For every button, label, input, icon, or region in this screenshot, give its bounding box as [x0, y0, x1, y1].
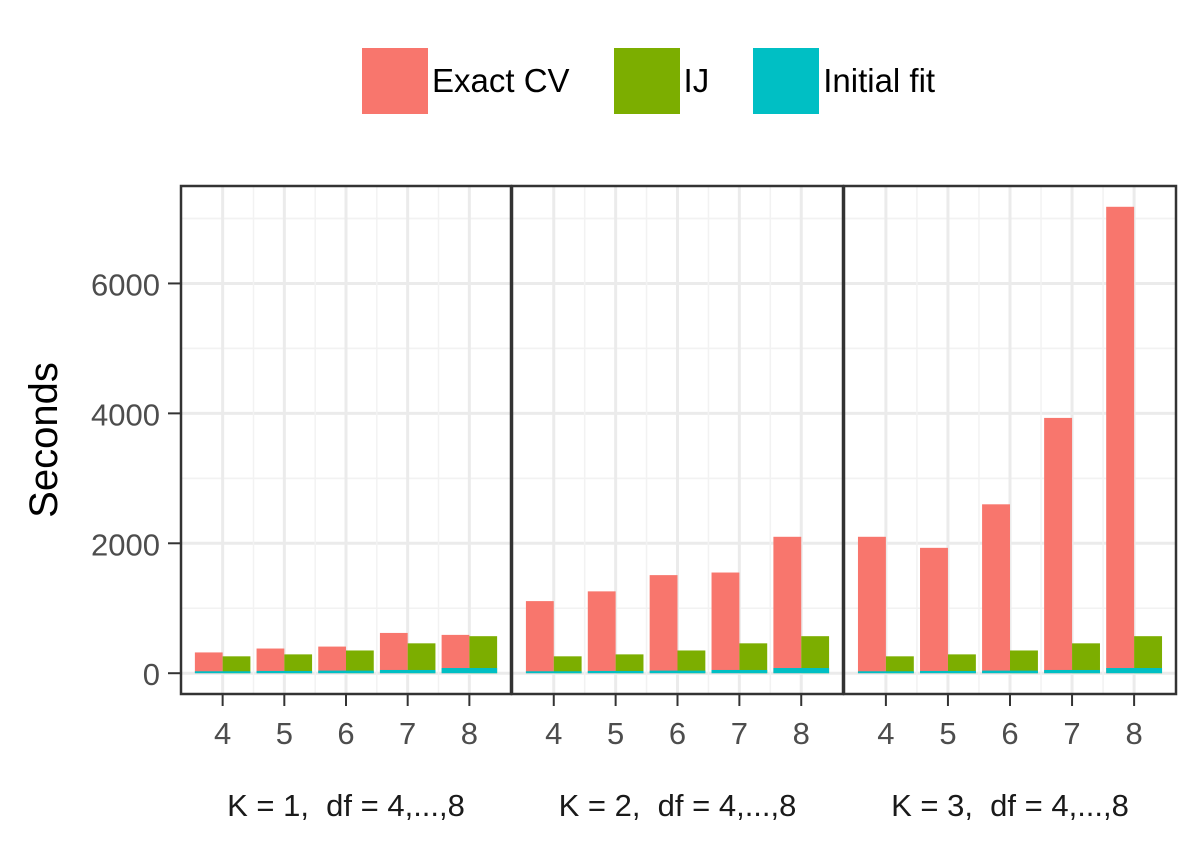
panel-label: K = 2, df = 4,...,8 [559, 788, 797, 823]
bar-exact-cv [920, 547, 948, 674]
bar-initial-fit [441, 668, 498, 674]
legend: Exact CV IJ Initial fit [362, 48, 979, 114]
bar-ij [677, 650, 706, 674]
legend-item-initial-fit: Initial fit [753, 48, 935, 114]
bar-ij [885, 656, 914, 674]
x-tick-label: 8 [1125, 716, 1142, 751]
bar-exact-cv [525, 601, 554, 674]
y-tick-label: 4000 [91, 397, 160, 432]
bar-ij [739, 643, 768, 674]
bar-exact-cv [982, 504, 1010, 674]
bar-exact-cv [1044, 417, 1073, 674]
panel-label: K = 1, df = 4,...,8 [227, 788, 465, 823]
bar-exact-cv [379, 632, 408, 674]
x-tick-label: 4 [214, 716, 231, 751]
x-tick-label: 5 [607, 716, 624, 751]
bar-initial-fit [649, 670, 706, 674]
bar-ij [469, 636, 498, 674]
legend-label-ij: IJ [683, 62, 710, 99]
bar-ij [801, 636, 830, 674]
x-tick-label: 7 [1063, 716, 1080, 751]
bar-ij [1134, 636, 1163, 674]
bar-ij [615, 654, 644, 674]
bar-exact-cv [441, 634, 470, 674]
bar-exact-cv [318, 646, 346, 674]
x-tick-label: 8 [793, 716, 810, 751]
y-axis-title: Seconds [22, 362, 66, 518]
x-tick-label: 6 [1001, 716, 1018, 751]
bar-exact-cv [857, 536, 886, 674]
bar-initial-fit [587, 670, 644, 674]
bar-initial-fit [379, 669, 436, 674]
bar-initial-fit [773, 668, 830, 674]
bar-initial-fit [1044, 669, 1100, 674]
legend-label-exact-cv: Exact CV [432, 62, 570, 99]
bar-ij [222, 656, 251, 674]
bar-initial-fit [525, 671, 582, 674]
x-tick-label: 7 [399, 716, 416, 751]
legend-swatch-exact-cv [362, 48, 428, 114]
x-tick-label: 6 [337, 716, 354, 751]
x-tick-label: 6 [669, 716, 686, 751]
x-tick-label: 5 [939, 716, 956, 751]
bar-initial-fit [711, 669, 768, 674]
x-tick-label: 4 [877, 716, 894, 751]
legend-label-initial-fit: Initial fit [823, 62, 936, 99]
bar-initial-fit [920, 670, 976, 674]
bar-initial-fit [318, 670, 374, 674]
bar-ij [553, 656, 582, 674]
y-tick-label: 2000 [91, 527, 160, 562]
bar-initial-fit [1106, 668, 1163, 674]
bar-ij [947, 654, 976, 674]
x-tick-label: 8 [461, 716, 478, 751]
y-tick-label: 0 [143, 657, 160, 692]
bar-initial-fit [194, 671, 251, 674]
bar-exact-cv [587, 591, 616, 674]
x-tick-label: 7 [731, 716, 748, 751]
x-tick-label: 5 [276, 716, 293, 751]
bar-exact-cv [256, 648, 285, 674]
bar-ij [407, 643, 436, 674]
bar-ij [1072, 643, 1100, 674]
legend-item-ij: IJ [613, 48, 710, 114]
bar-exact-cv [773, 536, 802, 674]
bar-exact-cv [1106, 206, 1135, 674]
bar-exact-cv [194, 652, 223, 674]
y-tick-label: 6000 [91, 267, 160, 302]
panel-border [842, 184, 1178, 696]
legend-swatch-ij [613, 48, 680, 114]
x-tick-label: 4 [545, 716, 562, 751]
bar-exact-cv [711, 572, 740, 674]
bar-exact-cv [649, 575, 678, 674]
bar-initial-fit [256, 670, 313, 674]
bar-initial-fit [982, 670, 1038, 674]
bar-ij [1010, 650, 1038, 674]
legend-item-exact-cv: Exact CV [362, 48, 570, 114]
legend-swatch-initial-fit [753, 48, 820, 114]
panel-label: K = 3, df = 4,...,8 [891, 788, 1129, 823]
bar-ij [284, 654, 313, 674]
bar-ij [346, 650, 374, 674]
bar-initial-fit [857, 671, 914, 674]
